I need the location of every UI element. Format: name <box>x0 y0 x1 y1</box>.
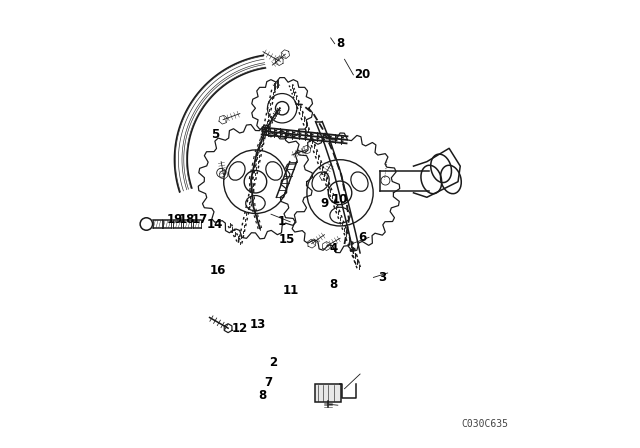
Text: 12: 12 <box>232 322 248 335</box>
Text: 8: 8 <box>336 37 344 50</box>
Text: 20: 20 <box>354 69 371 82</box>
Text: 8: 8 <box>258 389 266 402</box>
Text: 7: 7 <box>265 375 273 388</box>
Text: 13: 13 <box>250 318 266 331</box>
Text: 17: 17 <box>191 213 208 226</box>
Text: 2: 2 <box>269 356 277 369</box>
Text: 15: 15 <box>278 233 295 246</box>
Text: 10: 10 <box>332 193 348 206</box>
Text: 18: 18 <box>179 213 195 226</box>
Text: 16: 16 <box>209 264 226 277</box>
Bar <box>315 384 341 402</box>
Text: 6: 6 <box>358 231 367 244</box>
Text: 14: 14 <box>207 217 223 231</box>
Text: C030C635: C030C635 <box>461 419 508 429</box>
Text: 8: 8 <box>329 278 337 291</box>
Text: 4: 4 <box>329 242 337 255</box>
Text: 9: 9 <box>321 198 328 211</box>
Text: 19: 19 <box>167 213 184 226</box>
Text: 1: 1 <box>278 215 286 228</box>
Text: 3: 3 <box>378 271 387 284</box>
Text: 5: 5 <box>211 129 220 142</box>
Text: 11: 11 <box>283 284 299 297</box>
